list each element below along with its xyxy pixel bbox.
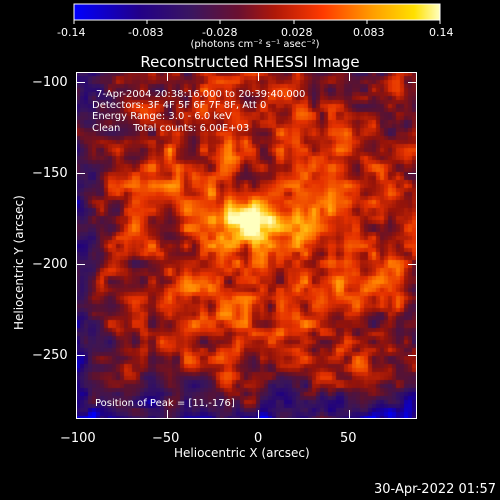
colorbar <box>73 3 441 24</box>
peak-position-label: Position of Peak = [11,-176] <box>95 398 235 409</box>
x-tick-label: 0 <box>254 431 263 446</box>
x-axis-ticks <box>76 73 350 418</box>
y-axis-ticks <box>77 82 416 356</box>
info-line-time: 7-Apr-2004 20:38:16.000 to 20:39:40.000 <box>96 89 306 100</box>
colorbar-ticks <box>73 20 441 24</box>
info-line-energy: Energy Range: 3.0 - 6.0 keV <box>92 111 232 122</box>
y-tick-label: −150 <box>32 166 68 181</box>
y-tick-label: −250 <box>32 348 68 363</box>
colorbar-tick-label: -0.028 <box>202 26 238 39</box>
colorbar-tick-label: 0.083 <box>353 26 385 39</box>
x-tick-label: −100 <box>60 431 96 446</box>
timestamp: 30-Apr-2022 01:57 <box>374 482 496 497</box>
colorbar-tick-label: 0.028 <box>281 26 313 39</box>
colorbar-tick-label: -0.083 <box>128 26 164 39</box>
y-axis-label: Heliocentric Y (arcsec) <box>12 195 26 330</box>
x-axis-label: Heliocentric X (arcsec) <box>174 446 310 460</box>
solar-image <box>76 72 416 418</box>
colorbar-tick-label: -0.14 <box>57 26 86 39</box>
x-tick-label: −50 <box>152 431 180 446</box>
x-tick-label: 50 <box>340 431 357 446</box>
info-line-clean: Clean Total counts: 6.00E+03 <box>92 123 250 134</box>
info-line-detectors: Detectors: 3F 4F 5F 6F 7F 8F, Att 0 <box>92 100 267 111</box>
colorbar-units: (photons cm⁻² s⁻¹ asec⁻²) <box>190 39 320 50</box>
y-tick-label: −200 <box>32 257 68 272</box>
colorbar-gradient <box>73 3 441 21</box>
y-tick-label: −100 <box>32 75 68 90</box>
colorbar-tick-label: 0.14 <box>429 26 454 39</box>
plot-title: Reconstructed RHESSI Image <box>140 53 360 71</box>
